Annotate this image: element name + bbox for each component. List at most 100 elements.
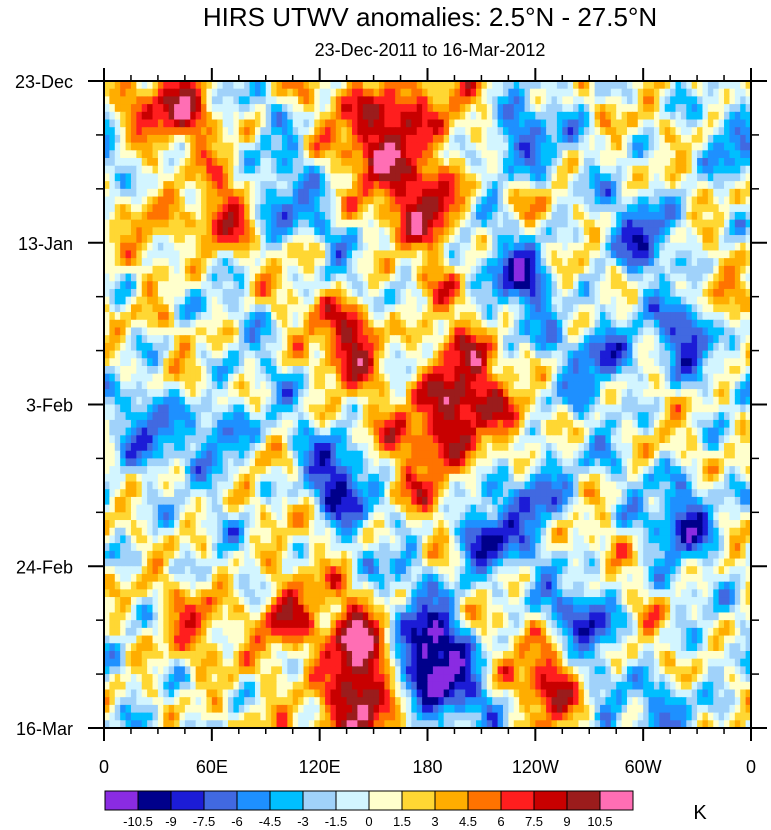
field-cell [195, 165, 202, 175]
field-cell [195, 88, 202, 97]
field-cell [341, 235, 348, 244]
field-cell [384, 227, 391, 236]
field-cell [222, 358, 229, 367]
field-cell [567, 319, 574, 329]
field-cell [260, 127, 267, 136]
field-cell [686, 258, 693, 267]
field-cell [432, 227, 439, 236]
field-cell [713, 181, 720, 190]
field-cell [265, 335, 272, 344]
field-cell [303, 319, 310, 329]
field-cell [535, 150, 542, 159]
field-cell [481, 350, 488, 359]
field-cell [206, 358, 213, 367]
field-cell [384, 304, 391, 313]
field-cell [600, 204, 607, 213]
field-cell [449, 119, 456, 128]
field-cell [130, 235, 137, 244]
field-cell [206, 134, 213, 144]
field-cell [373, 296, 380, 305]
field-cell [680, 158, 687, 167]
field-cell [648, 304, 655, 313]
field-cell [470, 119, 477, 128]
field-cell [136, 211, 143, 221]
field-cell [546, 258, 553, 267]
field-cell [438, 396, 445, 406]
field-cell [556, 350, 563, 359]
field-cell [659, 204, 666, 213]
field-cell [378, 312, 385, 321]
field-cell [287, 188, 294, 198]
field-cell [724, 111, 731, 121]
field-cell [626, 127, 633, 136]
field-cell [556, 342, 563, 352]
field-cell [130, 181, 137, 190]
field-cell [168, 142, 175, 151]
field-cell [648, 204, 655, 213]
field-cell [330, 389, 337, 398]
field-cell [583, 389, 590, 398]
field-cell [217, 227, 224, 236]
field-cell [276, 196, 283, 205]
field-cell [680, 227, 687, 236]
field-cell [697, 381, 704, 390]
field-cell [659, 196, 666, 205]
field-cell [551, 319, 558, 329]
field-cell [492, 165, 499, 175]
field-cell [610, 381, 617, 390]
field-cell [389, 335, 396, 344]
field-cell [228, 304, 234, 313]
field-cell [314, 342, 321, 352]
field-cell [508, 88, 515, 97]
field-cell [578, 96, 585, 105]
field-cell [130, 296, 137, 305]
field-cell [184, 88, 191, 97]
field-cell [395, 365, 402, 375]
field-cell [578, 88, 585, 97]
field-cell [589, 219, 596, 228]
field-cell [632, 227, 639, 236]
field-cell [492, 227, 499, 236]
field-cell [476, 258, 483, 267]
field-cell [265, 396, 272, 406]
field-cell [470, 365, 477, 375]
field-cell [174, 219, 181, 228]
field-cell [222, 342, 229, 352]
field-cell [734, 327, 741, 336]
field-cell [174, 227, 181, 236]
field-cell [529, 142, 536, 151]
field-cell [130, 358, 137, 367]
field-cell [104, 242, 110, 252]
field-cell [260, 204, 267, 213]
field-cell [400, 181, 407, 190]
field-cell [567, 273, 574, 282]
field-cell [573, 258, 580, 267]
field-cell [573, 389, 580, 398]
field-cell [621, 181, 628, 190]
field-cell [713, 127, 720, 136]
field-cell [260, 250, 267, 259]
field-cell [233, 335, 240, 344]
field-cell [486, 258, 493, 267]
field-cell [707, 342, 714, 352]
field-cell [556, 304, 563, 313]
field-cell [745, 111, 751, 121]
field-cell [292, 196, 299, 205]
field-cell [529, 227, 536, 236]
field-cell [184, 227, 191, 236]
field-cell [740, 196, 747, 205]
field-cell [734, 204, 741, 213]
field-cell [546, 288, 553, 298]
field-cell [653, 281, 660, 290]
field-cell [319, 242, 326, 252]
field-cell [362, 335, 369, 344]
field-cell [389, 342, 396, 352]
field-cell [378, 350, 385, 359]
field-cell [314, 119, 321, 128]
field-cell [384, 134, 391, 144]
field-cell [222, 134, 229, 144]
field-cell [109, 235, 116, 244]
field-cell [637, 327, 644, 336]
field-cell [335, 211, 342, 221]
field-cell [513, 335, 520, 344]
